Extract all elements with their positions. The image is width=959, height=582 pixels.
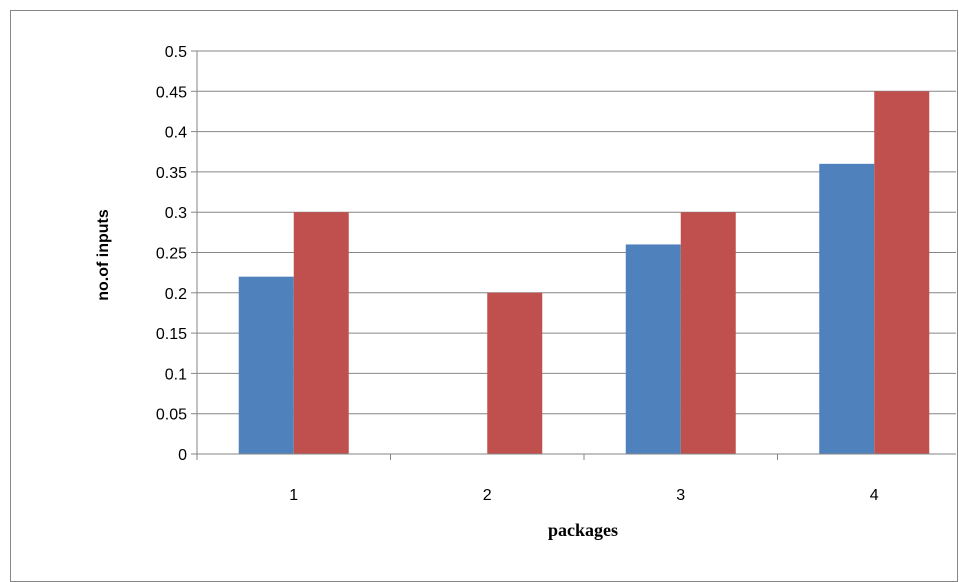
bar-series-2-1 — [293, 212, 349, 454]
x-tick-label: 1 — [289, 487, 298, 504]
y-tick-label: 0.4 — [165, 125, 187, 142]
bar-series-2-3 — [680, 212, 736, 454]
y-tick-label: 0.25 — [156, 246, 187, 263]
y-tick-label: 0.45 — [156, 84, 187, 101]
bar-series-2-2 — [487, 292, 543, 454]
bar-series-1-1 — [238, 276, 294, 454]
bar-series-1-4 — [819, 163, 875, 454]
chart-frame — [10, 10, 958, 582]
x-tick-label: 4 — [870, 487, 879, 504]
y-axis-label: no.of inputs — [95, 209, 112, 301]
bars — [238, 91, 930, 455]
x-tick-labels: 1 2 3 4 — [289, 487, 879, 504]
bar-series-2-4 — [874, 91, 930, 455]
y-tick-label: 0.3 — [165, 205, 187, 222]
y-tick-label: 0.15 — [156, 326, 187, 343]
y-tick-label: 0.05 — [156, 407, 187, 424]
bar-series-1-3 — [625, 244, 681, 454]
y-tick-label: 0.5 — [165, 44, 187, 61]
x-axis-label: packages — [548, 520, 618, 540]
y-tick-label: 0.1 — [165, 366, 187, 383]
x-tick-label: 3 — [676, 487, 685, 504]
y-tick-label: 0.35 — [156, 165, 187, 182]
y-tick-labels: 0 0.05 0.1 0.15 0.2 0.25 0.3 0.35 0.4 0.45 0.5 — [156, 44, 187, 464]
y-tick-label: 0.2 — [165, 286, 187, 303]
y-tick-label: 0 — [178, 447, 187, 464]
axes — [196, 51, 956, 460]
x-tick-label: 2 — [483, 487, 492, 504]
